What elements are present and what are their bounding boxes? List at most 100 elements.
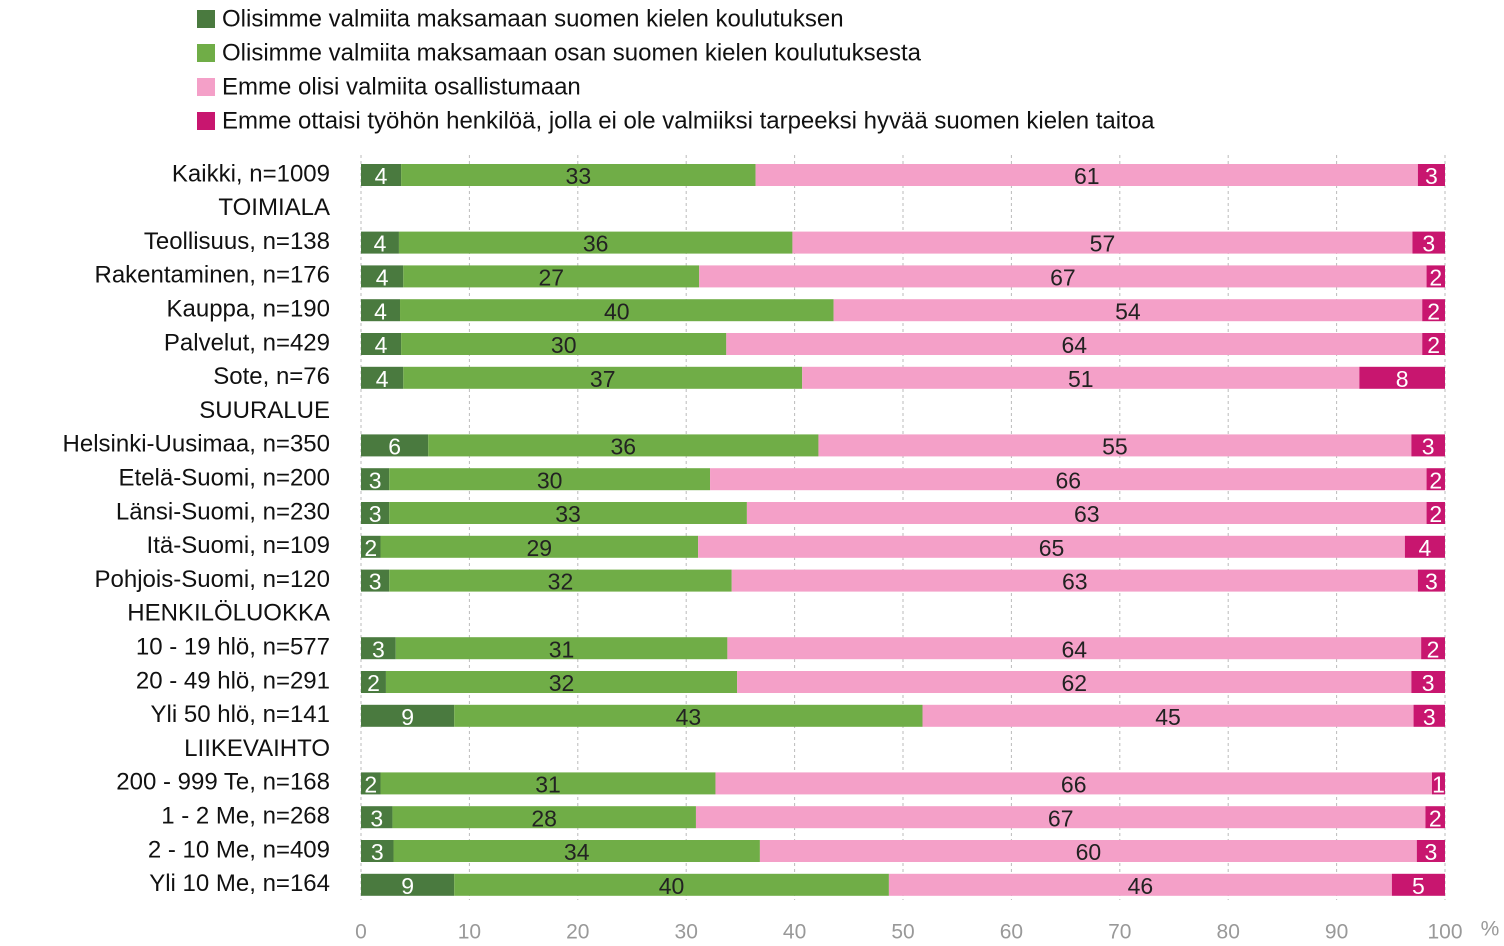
value-label: 43 xyxy=(676,704,702,730)
bar-segment xyxy=(428,434,819,457)
value-label: 2 xyxy=(1427,332,1440,358)
category-label: Länsi-Suomi, n=230 xyxy=(116,498,330,525)
value-label: 4 xyxy=(375,163,388,189)
bar-segment xyxy=(1426,468,1445,491)
value-label: 9 xyxy=(401,873,414,899)
value-label: 29 xyxy=(527,535,553,561)
category-label: Itä-Suomi, n=109 xyxy=(147,532,330,559)
value-label: 40 xyxy=(659,873,685,899)
value-label: 54 xyxy=(1115,298,1141,324)
value-label: 36 xyxy=(611,433,637,459)
bar-segment xyxy=(400,299,834,322)
bar-segment xyxy=(361,434,429,457)
category-label: TOIMIALA xyxy=(218,194,330,221)
bar-segment xyxy=(726,333,1423,355)
category-label: 2 - 10 Me, n=409 xyxy=(148,836,330,863)
bar-segment xyxy=(1426,265,1445,288)
x-tick-label: 20 xyxy=(566,921,589,944)
bar-segment xyxy=(710,468,1427,491)
x-tick-label: 0 xyxy=(355,921,367,944)
value-label: 3 xyxy=(1425,569,1438,595)
value-label: 2 xyxy=(364,535,377,561)
bar-segment xyxy=(361,468,390,491)
bar-segment xyxy=(1431,772,1445,795)
bar-segment xyxy=(361,366,404,389)
value-label: 32 xyxy=(549,670,575,696)
value-label: 65 xyxy=(1039,535,1065,561)
bar-segment xyxy=(1425,806,1445,829)
x-tick-label: 30 xyxy=(675,921,698,944)
value-label: 63 xyxy=(1062,569,1088,595)
value-label: 55 xyxy=(1102,433,1128,459)
bar-segment xyxy=(361,502,390,524)
category-label: Helsinki-Uusimaa, n=350 xyxy=(63,431,330,458)
bar-segment xyxy=(361,671,386,693)
value-label: 2 xyxy=(364,771,377,797)
bar-segment xyxy=(389,502,747,524)
value-label: 3 xyxy=(369,501,382,527)
value-label: 3 xyxy=(1425,163,1438,189)
x-tick-label: 60 xyxy=(1000,921,1023,944)
bar-segment xyxy=(1426,502,1445,524)
value-label: 27 xyxy=(538,264,564,290)
bar-segment xyxy=(454,704,923,727)
category-label: Yli 50 hlö, n=141 xyxy=(151,701,330,728)
bar-segment xyxy=(403,265,700,288)
bar-segment xyxy=(922,704,1414,727)
bar-segment xyxy=(361,333,402,355)
x-tick-label: 50 xyxy=(891,921,914,944)
bar-segment xyxy=(361,772,381,795)
value-label: 28 xyxy=(531,805,557,831)
value-label: 45 xyxy=(1155,704,1181,730)
value-label: 51 xyxy=(1068,366,1094,392)
bar-segment xyxy=(385,671,738,693)
bar-segment xyxy=(454,873,889,896)
value-label: 33 xyxy=(555,501,581,527)
value-label: 37 xyxy=(590,366,616,392)
bar-segment xyxy=(380,535,699,558)
value-label: 36 xyxy=(583,231,609,257)
value-label: 57 xyxy=(1090,231,1116,257)
value-label: 4 xyxy=(1419,535,1432,561)
bar-segment xyxy=(401,333,727,355)
bar-segment xyxy=(731,569,1418,592)
bar-segment xyxy=(361,164,402,186)
value-label: 2 xyxy=(1427,298,1440,324)
bar-segment xyxy=(746,502,1427,524)
value-label: 31 xyxy=(549,636,575,662)
bar-segment xyxy=(698,535,1405,558)
bar-segment xyxy=(361,873,455,896)
value-label: 3 xyxy=(369,569,382,595)
value-label: 46 xyxy=(1128,873,1154,899)
bar-segment xyxy=(1422,299,1445,322)
bar-segment xyxy=(1416,840,1445,862)
value-label: 4 xyxy=(374,231,387,257)
bar-segment xyxy=(361,806,393,829)
value-label: 60 xyxy=(1076,839,1102,865)
bar-segment xyxy=(361,265,404,288)
x-tick-label: 10 xyxy=(458,921,481,944)
category-label: Kaikki, n=1009 xyxy=(172,160,330,187)
bar-segment xyxy=(361,299,401,322)
value-label: 6 xyxy=(388,433,401,459)
value-label: 66 xyxy=(1061,771,1087,797)
value-label: 2 xyxy=(1429,501,1442,527)
category-label: 10 - 19 hlö, n=577 xyxy=(136,634,330,661)
bar-segment xyxy=(1412,231,1445,254)
category-label: Yli 10 Me, n=164 xyxy=(149,870,330,897)
category-label: Kauppa, n=190 xyxy=(167,296,331,323)
category-label: 200 - 999 Te, n=168 xyxy=(116,769,330,796)
value-label: 3 xyxy=(371,839,384,865)
category-label: Sote, n=76 xyxy=(213,363,330,390)
category-label: Rakentaminen, n=176 xyxy=(95,262,331,289)
x-tick-label: 80 xyxy=(1217,921,1240,944)
value-label: 5 xyxy=(1412,873,1425,899)
value-label: 4 xyxy=(374,298,387,324)
bar-segment xyxy=(389,468,711,491)
value-label: 3 xyxy=(369,467,382,493)
value-label: 64 xyxy=(1061,636,1087,662)
value-label: 9 xyxy=(401,704,414,730)
bar-segment xyxy=(361,569,390,592)
value-label: 8 xyxy=(1396,366,1409,392)
